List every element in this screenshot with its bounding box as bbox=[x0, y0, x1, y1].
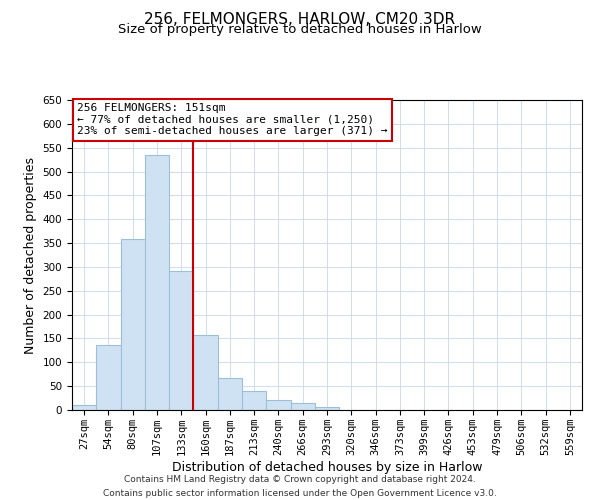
Bar bbox=[169, 270, 193, 410]
Bar bbox=[266, 400, 290, 410]
Bar bbox=[193, 335, 218, 410]
X-axis label: Distribution of detached houses by size in Harlow: Distribution of detached houses by size … bbox=[172, 460, 482, 473]
Text: Size of property relative to detached houses in Harlow: Size of property relative to detached ho… bbox=[118, 22, 482, 36]
Bar bbox=[290, 403, 315, 410]
Bar bbox=[72, 405, 96, 410]
Bar bbox=[145, 155, 169, 410]
Bar bbox=[315, 406, 339, 410]
Bar bbox=[242, 391, 266, 410]
Bar bbox=[218, 378, 242, 410]
Text: 256, FELMONGERS, HARLOW, CM20 3DR: 256, FELMONGERS, HARLOW, CM20 3DR bbox=[145, 12, 455, 28]
Text: Contains HM Land Registry data © Crown copyright and database right 2024.
Contai: Contains HM Land Registry data © Crown c… bbox=[103, 476, 497, 498]
Y-axis label: Number of detached properties: Number of detached properties bbox=[24, 156, 37, 354]
Bar bbox=[121, 240, 145, 410]
Text: 256 FELMONGERS: 151sqm
← 77% of detached houses are smaller (1,250)
23% of semi-: 256 FELMONGERS: 151sqm ← 77% of detached… bbox=[77, 103, 388, 136]
Bar bbox=[96, 344, 121, 410]
